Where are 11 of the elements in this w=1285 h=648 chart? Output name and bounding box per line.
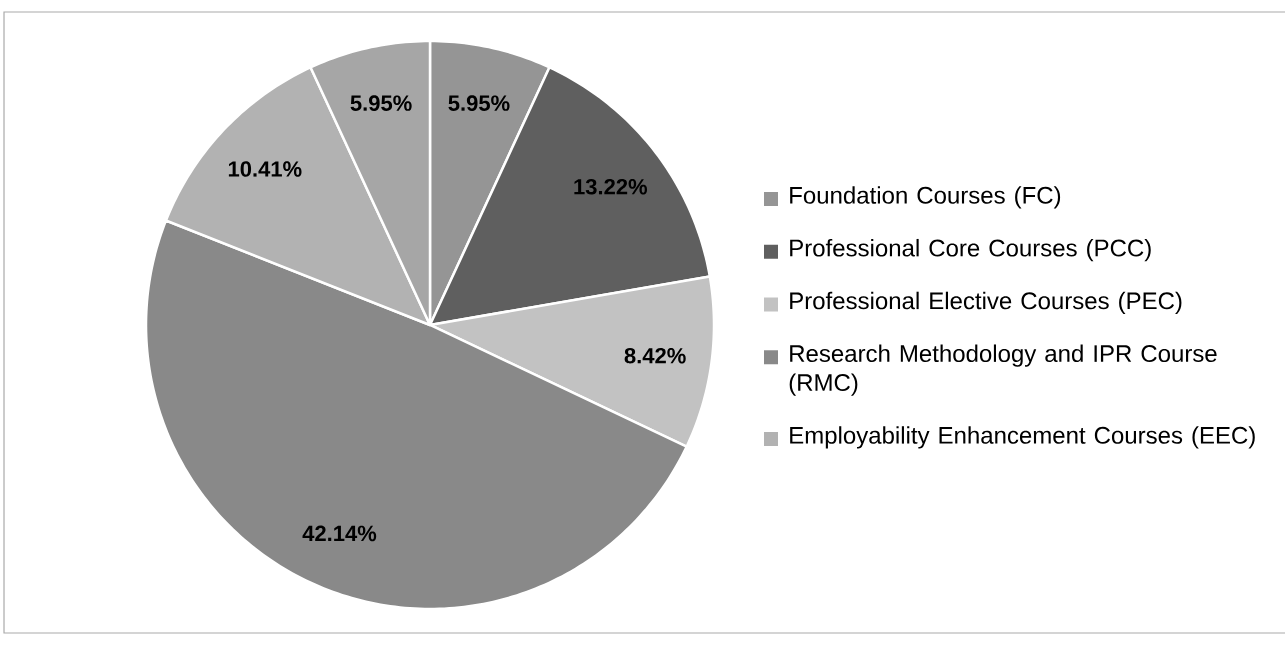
legend-label: Research Methodology and IPR Course (RMC) [789,344,1217,396]
data-label: 42.14% [302,525,377,542]
data-label: 8.42% [624,347,686,364]
legend-label: Employability Enhancement Courses (EEC) [790,426,1255,449]
legend-label: Foundation Courses (FC) [790,186,1061,209]
legend-label: Professional Elective Courses (PEC) [790,291,1182,315]
data-label: 10.41% [228,161,302,177]
data-label: 13.22% [574,178,648,195]
data-label: 5.95% [448,95,510,111]
legend-label: Professional Core Courses (PCC) [790,238,1151,262]
data-label: 5.95% [350,95,412,111]
